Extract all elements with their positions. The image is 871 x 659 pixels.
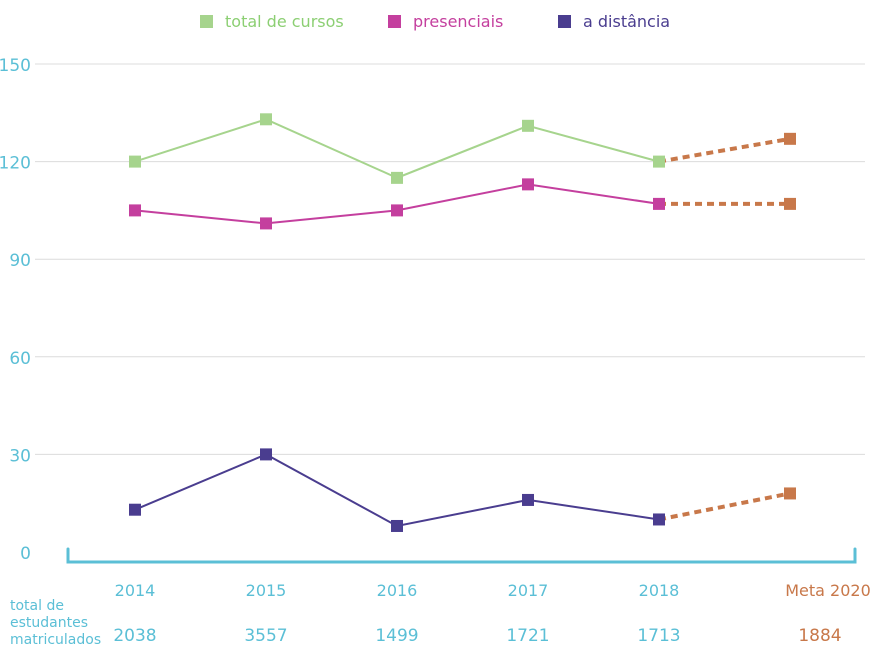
marker-1-2016 (391, 204, 403, 217)
footer-label-line-1: total de (10, 598, 64, 614)
marker-1-2017 (522, 178, 534, 191)
gridlines (35, 63, 865, 455)
footer-value-2018: 1713 (637, 626, 680, 646)
x-tick-label-2017: 2017 (508, 581, 549, 600)
marker-0-meta-2020 (784, 132, 796, 145)
x-tick-label-2014: 2014 (115, 581, 156, 600)
y-axis-ticks: 0 30 60 90 120 150 (0, 56, 31, 564)
series-line-1 (134, 183, 660, 225)
marker-1-meta-2020 (784, 197, 796, 210)
x-axis-line (66, 547, 857, 564)
legend-swatch-total (200, 15, 213, 28)
footer-value-meta-2020: 1884 (798, 626, 841, 646)
y-tick-label-150: 150 (0, 56, 31, 76)
footer-value-2017: 1721 (506, 626, 549, 646)
y-tick-label-120: 120 (0, 154, 31, 174)
x-axis-bracket (66, 547, 857, 564)
legend-item-presenciais: presenciais (388, 12, 503, 31)
footer-value-2015: 3557 (244, 626, 287, 646)
marker-0-2016 (391, 171, 403, 184)
projection-line-0 (658, 136, 791, 164)
legend-item-total: total de cursos (200, 12, 344, 31)
x-axis-ticks: 2014 2015 2016 2017 2018 Meta 2020 (115, 581, 871, 600)
marker-0-2014 (129, 155, 141, 168)
marker-0-2017 (522, 119, 534, 132)
series-line-2 (134, 453, 660, 528)
series-lines (134, 118, 791, 528)
y-tick-label-60: 60 (9, 349, 31, 369)
marker-2-2016 (391, 519, 403, 532)
series-markers (129, 113, 796, 532)
marker-1-2018 (653, 197, 665, 210)
x-tick-label-2018: 2018 (639, 581, 680, 600)
y-tick-label-0: 0 (20, 544, 31, 564)
marker-1-2015 (260, 217, 272, 230)
legend-swatch-distancia (558, 15, 571, 28)
marker-2-meta-2020 (784, 487, 796, 500)
footer-label-line-3: matriculados (10, 632, 102, 648)
y-tick-label-90: 90 (9, 251, 31, 271)
marker-2-2015 (260, 448, 272, 461)
legend: total de cursos presenciais a distância (0, 12, 871, 36)
x-tick-label-2016: 2016 (377, 581, 418, 600)
x-tick-label-meta-2020: Meta 2020 (785, 581, 871, 600)
legend-swatch-presenciais (388, 15, 401, 28)
projection-line-2 (658, 491, 791, 522)
marker-2-2018 (653, 513, 665, 526)
marker-0-2015 (260, 113, 272, 126)
footer-values: 2038 3557 1499 1721 1713 1884 (113, 626, 841, 646)
marker-1-2014 (129, 204, 141, 217)
footer-value-2014: 2038 (113, 626, 156, 646)
marker-2-2017 (522, 493, 534, 506)
footer-label-line-2: estudantes (10, 615, 89, 631)
y-tick-label-30: 30 (9, 446, 31, 466)
footer-value-2016: 1499 (375, 626, 418, 646)
legend-label-total: total de cursos (225, 12, 344, 31)
legend-label-presenciais: presenciais (413, 12, 504, 31)
marker-2-2014 (129, 503, 141, 516)
x-tick-label-2015: 2015 (246, 581, 287, 600)
legend-label-distancia: a distância (583, 12, 671, 31)
series-line-0 (134, 118, 660, 179)
marker-0-2018 (653, 155, 665, 168)
legend-item-distancia: a distância (558, 12, 670, 31)
footer-row-label: total de estudantes matriculados (10, 598, 120, 649)
